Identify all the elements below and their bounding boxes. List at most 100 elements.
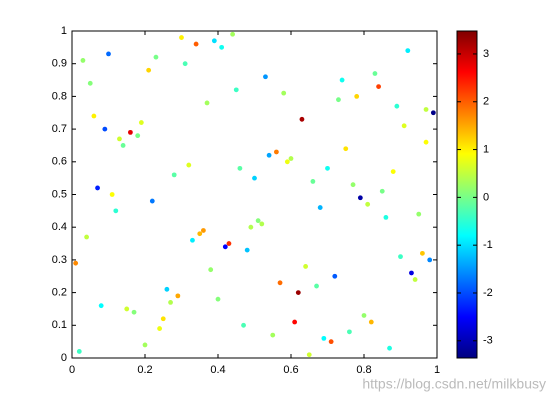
point <box>230 31 236 37</box>
point <box>379 188 385 194</box>
point <box>368 319 374 325</box>
point <box>208 267 214 273</box>
y-tick-label: 0.9 <box>52 58 67 70</box>
point <box>263 74 268 80</box>
point <box>430 110 436 116</box>
y-tick-label: 0.8 <box>52 90 67 102</box>
point <box>237 165 243 171</box>
point <box>376 84 381 89</box>
point <box>336 97 341 103</box>
point <box>91 113 97 119</box>
point <box>124 306 130 312</box>
colorbar-tick-label: 1 <box>483 143 489 155</box>
point <box>138 120 144 125</box>
point <box>201 228 206 233</box>
point <box>394 103 400 109</box>
colorbar-tick-label: 3 <box>483 48 489 60</box>
point <box>179 35 184 40</box>
point <box>157 326 163 331</box>
point <box>204 100 210 106</box>
y-tick-label: 0.1 <box>52 319 67 331</box>
colorbar-tick-label: 0 <box>483 191 489 203</box>
point <box>274 149 279 155</box>
colorbar-tick-label: 2 <box>483 96 489 108</box>
colorbar-tick-label: -2 <box>483 287 493 299</box>
point <box>109 192 115 197</box>
colorbar <box>456 30 478 359</box>
y-tick-label: 0.5 <box>52 188 67 200</box>
y-tick-label: 0.6 <box>52 156 67 168</box>
point <box>222 244 228 250</box>
point <box>427 257 433 263</box>
point <box>248 224 254 230</box>
point <box>233 87 239 93</box>
point <box>168 300 173 305</box>
point <box>361 313 367 318</box>
point <box>281 90 287 96</box>
y-tick-label: 1 <box>61 25 67 37</box>
point <box>420 250 425 256</box>
point <box>255 218 261 224</box>
point <box>193 41 199 47</box>
point <box>354 94 360 99</box>
point <box>317 205 323 210</box>
point <box>259 221 265 227</box>
point <box>160 316 166 322</box>
point <box>343 146 349 152</box>
point <box>350 182 356 188</box>
point <box>321 335 327 341</box>
point <box>314 283 319 289</box>
point <box>190 237 195 243</box>
point <box>106 51 111 57</box>
colorbar-tick-label: -1 <box>483 239 493 251</box>
point <box>84 234 89 240</box>
point <box>149 198 155 204</box>
point <box>244 247 250 253</box>
point <box>76 349 82 354</box>
x-tick-label: 0.2 <box>137 364 152 376</box>
point <box>197 231 203 237</box>
point <box>398 254 403 260</box>
y-tick-label: 0.4 <box>52 221 67 233</box>
point <box>357 195 363 201</box>
point <box>288 156 294 161</box>
point <box>328 339 334 345</box>
point <box>284 159 290 165</box>
point <box>372 71 378 76</box>
y-tick-label: 0.7 <box>52 123 67 135</box>
point <box>182 61 188 67</box>
y-tick-label: 0.2 <box>52 287 67 299</box>
point <box>80 58 86 63</box>
point <box>390 169 396 175</box>
point <box>339 77 345 83</box>
point <box>142 342 148 348</box>
point <box>98 303 104 309</box>
point <box>153 54 159 60</box>
point <box>226 241 232 246</box>
point <box>405 48 411 54</box>
point <box>423 107 429 112</box>
point <box>146 67 152 73</box>
point <box>73 260 79 266</box>
point <box>412 277 418 282</box>
point <box>303 264 308 269</box>
point <box>416 211 422 217</box>
point <box>102 126 108 132</box>
point <box>135 133 141 139</box>
point <box>175 293 181 299</box>
point <box>270 332 276 338</box>
plot-area <box>71 30 438 359</box>
point <box>401 123 407 129</box>
point <box>215 296 221 302</box>
point <box>332 273 338 279</box>
point <box>219 44 225 50</box>
watermark: https://blog.csdn.net/milkbusy <box>362 376 546 392</box>
point <box>383 214 389 220</box>
point <box>252 175 257 181</box>
point <box>347 329 352 335</box>
point <box>277 280 283 286</box>
point <box>295 290 301 295</box>
x-tick-label: 0 <box>69 364 75 376</box>
point <box>292 319 298 325</box>
point <box>120 143 126 148</box>
